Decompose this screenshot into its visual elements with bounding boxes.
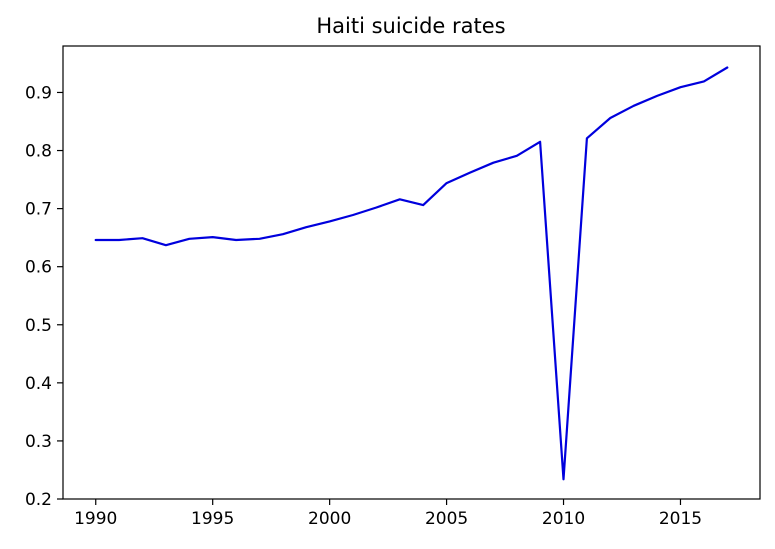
- plot-frame: [62, 45, 761, 500]
- y-tick-label: 0.5: [25, 316, 52, 336]
- y-tick-label: 0.7: [25, 200, 52, 220]
- y-tick-label: 0.8: [25, 142, 52, 162]
- y-tick-label: 0.4: [25, 374, 52, 394]
- x-tick-label: 2005: [425, 509, 468, 529]
- x-tick-label: 2000: [308, 509, 351, 529]
- chart-title: Haiti suicide rates: [316, 14, 505, 38]
- y-tick-label: 0.6: [25, 258, 52, 278]
- y-axis: 0.2 0.3 0.4 0.5 0.6 0.7 0.8 0.9: [25, 83, 63, 510]
- x-tick-label: 1995: [191, 509, 234, 529]
- series-line: [94, 66, 729, 481]
- y-tick-label: 0.3: [25, 432, 52, 452]
- x-tick-label: 1990: [74, 509, 117, 529]
- y-tick-label: 0.2: [25, 490, 52, 510]
- x-axis: 1990 1995 2000 2005 2010 2015: [74, 499, 702, 529]
- y-tick-label: 0.9: [25, 83, 52, 103]
- x-tick-label: 2015: [659, 509, 702, 529]
- x-tick-label: 2010: [542, 509, 585, 529]
